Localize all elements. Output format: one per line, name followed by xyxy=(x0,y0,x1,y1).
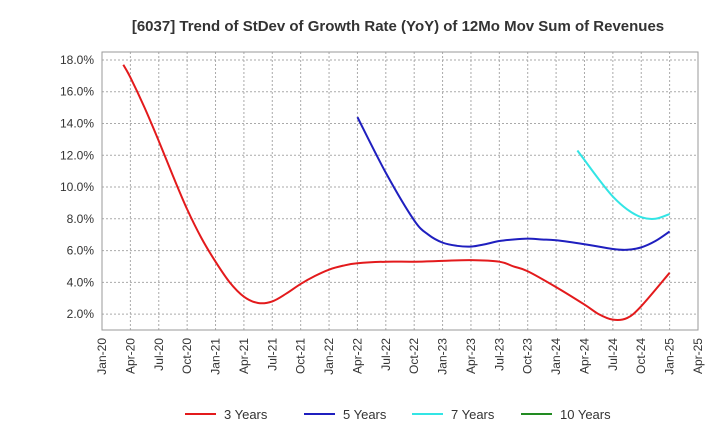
x-tick-label: Apr-20 xyxy=(123,338,137,374)
series-line-3-years xyxy=(122,64,671,322)
y-tick-label: 4.0% xyxy=(67,275,95,289)
legend: 3 Years 5 Years 7 Years 10 Years xyxy=(185,407,611,422)
x-tick-label: Jan-20 xyxy=(95,338,109,375)
y-axis: 2.0% 4.0% 6.0% 8.0% 10.0% 12.0% 14.0% 16.0% 18.0… xyxy=(60,53,94,321)
x-tick-label: Jan-22 xyxy=(322,338,336,375)
x-tick-label: Jan-24 xyxy=(549,338,563,375)
y-tick-label: 14.0% xyxy=(60,116,94,130)
x-tick-label: Apr-21 xyxy=(237,338,251,374)
series-line-5-years xyxy=(356,116,671,251)
y-tick-label: 2.0% xyxy=(67,307,95,321)
x-axis: Jan-20 Apr-20 Jul-20 Oct-20 Jan-21 Apr-21 Jul-… xyxy=(95,338,705,375)
y-tick-label: 10.0% xyxy=(60,180,94,194)
y-tick-label: 12.0% xyxy=(60,148,94,162)
series-lines xyxy=(122,64,671,322)
x-tick-label: Oct-21 xyxy=(294,338,308,374)
y-tick-label: 18.0% xyxy=(60,53,94,67)
x-tick-label: Apr-22 xyxy=(350,338,364,374)
x-tick-label: Oct-23 xyxy=(521,338,535,374)
series-line-7-years xyxy=(576,149,670,220)
x-tick-label: Jul-22 xyxy=(379,338,393,371)
x-tick-label: Jul-20 xyxy=(152,338,166,371)
y-tick-label: 6.0% xyxy=(67,244,95,258)
x-tick-label: Apr-24 xyxy=(577,338,591,374)
legend-label-3-years: 3 Years xyxy=(224,407,268,422)
x-tick-label: Jan-21 xyxy=(209,338,223,375)
y-tick-label: 16.0% xyxy=(60,85,94,99)
x-tick-label: Jan-25 xyxy=(663,338,677,375)
x-tick-label: Jul-21 xyxy=(265,338,279,371)
x-tick-label: Jul-24 xyxy=(606,338,620,371)
x-tick-label: Oct-22 xyxy=(407,338,421,374)
y-tick-label: 8.0% xyxy=(67,212,95,226)
grid xyxy=(101,52,699,330)
plot-frame xyxy=(101,51,699,331)
x-tick-label: Jan-23 xyxy=(436,338,450,375)
x-tick-label: Oct-20 xyxy=(180,338,194,374)
x-tick-label: Jul-23 xyxy=(492,338,506,371)
legend-label-5-years: 5 Years xyxy=(343,407,387,422)
chart-title: [6037] Trend of StDev of Growth Rate (Yo… xyxy=(132,18,664,35)
legend-label-10-years: 10 Years xyxy=(560,407,611,422)
x-tick-label: Oct-24 xyxy=(634,338,648,374)
x-tick-label: Apr-25 xyxy=(691,338,705,374)
legend-label-7-years: 7 Years xyxy=(451,407,495,422)
x-tick-label: Apr-23 xyxy=(464,338,478,374)
